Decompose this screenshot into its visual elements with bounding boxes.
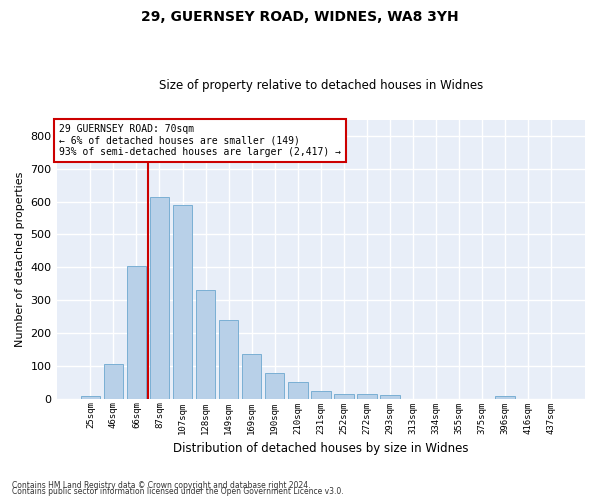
Text: Contains HM Land Registry data © Crown copyright and database right 2024.: Contains HM Land Registry data © Crown c… [12, 481, 311, 490]
Text: 29, GUERNSEY ROAD, WIDNES, WA8 3YH: 29, GUERNSEY ROAD, WIDNES, WA8 3YH [141, 10, 459, 24]
Y-axis label: Number of detached properties: Number of detached properties [15, 172, 25, 347]
Text: 29 GUERNSEY ROAD: 70sqm
← 6% of detached houses are smaller (149)
93% of semi-de: 29 GUERNSEY ROAD: 70sqm ← 6% of detached… [59, 124, 341, 157]
Bar [104, 364, 123, 398]
Bar [496, 396, 515, 398]
Bar [265, 373, 284, 398]
Bar [357, 394, 377, 398]
Bar [380, 396, 400, 398]
Bar [288, 382, 308, 398]
Bar [242, 354, 262, 399]
Bar [173, 205, 193, 398]
Bar [127, 266, 146, 398]
Bar [311, 392, 331, 398]
Title: Size of property relative to detached houses in Widnes: Size of property relative to detached ho… [158, 79, 483, 92]
X-axis label: Distribution of detached houses by size in Widnes: Distribution of detached houses by size … [173, 442, 469, 455]
Bar [80, 396, 100, 398]
Bar [219, 320, 238, 398]
Bar [334, 394, 353, 398]
Bar [149, 196, 169, 398]
Bar [196, 290, 215, 399]
Text: Contains public sector information licensed under the Open Government Licence v3: Contains public sector information licen… [12, 488, 344, 496]
